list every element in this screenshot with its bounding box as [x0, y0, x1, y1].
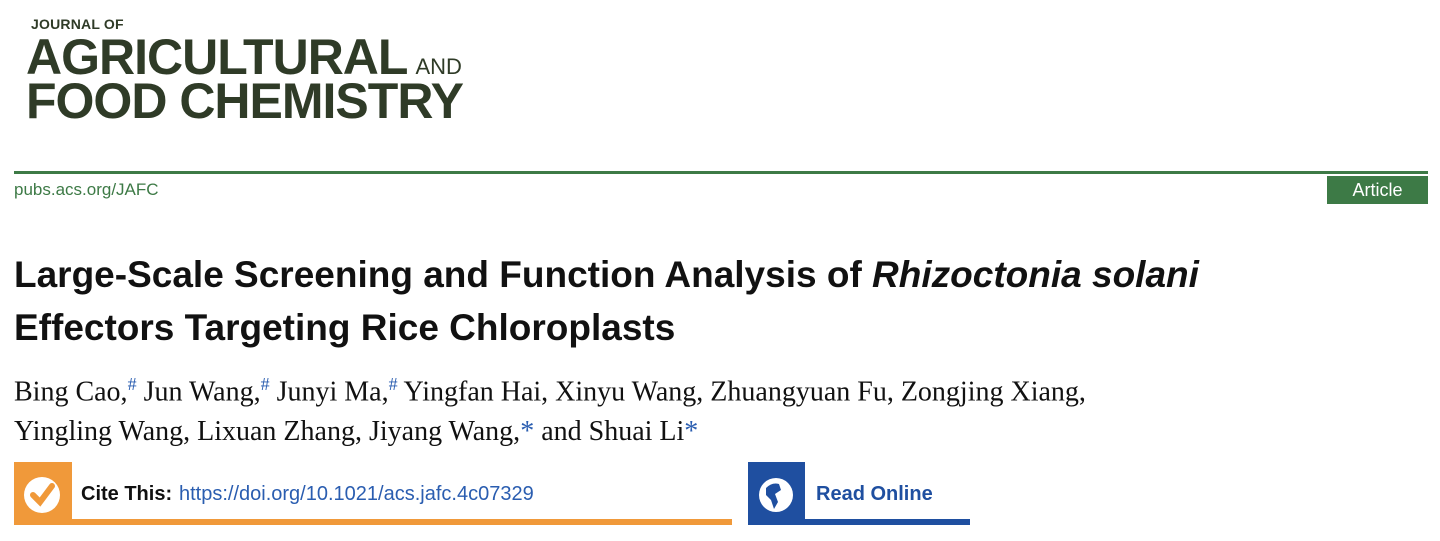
- equal-contrib-mark: #: [260, 374, 270, 394]
- cite-label: Cite This:: [81, 483, 173, 505]
- header-rule: [14, 171, 1428, 174]
- title-part: Large-Scale Screening and Function Analy…: [14, 254, 873, 295]
- cite-icon-box: [14, 462, 72, 525]
- logo-and: AND: [415, 54, 462, 79]
- corresponding-mark: *: [520, 416, 535, 448]
- author[interactable]: Yingfan Hai, Xinyu Wang, Zhuangyuan Fu, …: [403, 376, 1086, 408]
- author[interactable]: Bing Cao,: [14, 376, 128, 408]
- site-link[interactable]: pubs.acs.org/JAFC: [14, 180, 159, 199]
- logo-line-2: AGRICULTURAL AND: [26, 31, 462, 93]
- equal-contrib-mark: #: [127, 374, 137, 394]
- author[interactable]: and Shuai Li: [541, 416, 685, 448]
- equal-contrib-mark: #: [388, 374, 398, 394]
- corresponding-mark: *: [684, 416, 699, 448]
- title-species: Rhizoctonia solani: [872, 254, 1199, 295]
- article-title: Large-Scale Screening and Function Analy…: [14, 248, 1424, 354]
- logo-line-3: FOOD CHEMISTRY: [26, 73, 464, 129]
- logo-line-1: JOURNAL OF: [31, 16, 124, 32]
- author[interactable]: Yingling Wang, Lixuan Zhang, Jiyang Wang…: [14, 416, 521, 448]
- author[interactable]: Junyi Ma,: [276, 376, 389, 408]
- read-icon-box[interactable]: [748, 462, 805, 525]
- title-part: Effectors Targeting Rice Chloroplasts: [14, 307, 676, 348]
- read-online-link[interactable]: Read Online: [816, 483, 933, 505]
- checkmark-icon: [24, 477, 60, 513]
- doi-link[interactable]: https://doi.org/10.1021/acs.jafc.4c07329: [179, 483, 534, 505]
- author-list: Bing Cao,# Jun Wang,# Junyi Ma,# Yingfan…: [14, 364, 1414, 452]
- author[interactable]: Jun Wang,: [143, 376, 261, 408]
- globe-icon: [759, 478, 793, 512]
- article-type-badge: Article: [1327, 176, 1428, 204]
- logo-agricultural: AGRICULTURAL: [26, 29, 408, 85]
- read-underline: [748, 519, 970, 525]
- cite-underline: [14, 519, 732, 525]
